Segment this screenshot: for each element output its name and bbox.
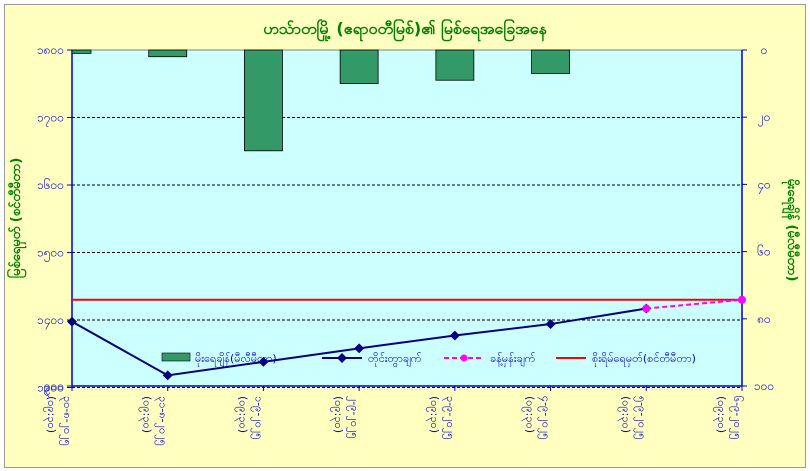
measured-point xyxy=(354,343,365,354)
legend-label-measured: တိုင်းတွာချက် xyxy=(368,352,422,367)
rainfall-bar xyxy=(148,49,188,58)
legend-marker-measured xyxy=(337,353,347,363)
x-tick-label-text: ၁-၉-၂၀၂၅(၀၉:၃၀) xyxy=(234,396,265,440)
right-tick-label: ၆၀ xyxy=(757,244,771,259)
x-tick-label: ၄-၉-၂၀၂၅(၀၉:၃၀) xyxy=(522,396,553,440)
right-tick-label: ၂၀ xyxy=(758,110,771,127)
left-tick-label: ၁၄၀၀ xyxy=(37,313,64,330)
rainfall-bar xyxy=(244,49,283,152)
x-tick-label-text: ၃-၉-၂၀၂၅(၀၉:၃၀) xyxy=(426,396,457,440)
legend-swatch-rainfall xyxy=(161,352,191,362)
x-tick-label: ၃-၉-၂၀၂၅(၀၉:၃၀) xyxy=(426,396,457,440)
legend-label-forecast: ခန့်မှန်းချက် xyxy=(490,352,536,367)
x-tick-label: ၆-၉-၂၀၂၅(၀၉:၃၀) xyxy=(713,396,744,440)
measured-point xyxy=(258,356,269,367)
x-tick-label-text: ၆-၉-၂၀၂၅(၀၉:၃၀) xyxy=(713,396,744,440)
legend-label-rainfall: မိုးရေချိန်(မီလီမီတာ) xyxy=(195,352,277,367)
measured-point xyxy=(545,319,556,329)
left-axis-title: မြစ်ရေမှတ် (စင်တီမီတာ) xyxy=(6,158,27,279)
legend: မိုးရေချိန်(မီလီမီတာ) တိုင်းတွာချက် ခန့်မှ… xyxy=(161,352,696,367)
left-tick-label: ၁၃၀၀ xyxy=(37,381,64,398)
rainfall-bar xyxy=(531,49,570,74)
x-tick-label: ၁-၉-၂၀၂၅(၀၉:၃၀) xyxy=(234,396,265,440)
rainfall-bar xyxy=(435,49,475,81)
x-tick-label: ၂-၉-၂၀၂၅(၀၉:၃၀) xyxy=(330,396,361,439)
left-tick-label: ၁၈၀၀ xyxy=(37,43,64,57)
right-tick-label: ၀ xyxy=(761,43,768,57)
x-tick-label-text: ၅-၉-၂၀၂၅(၀၉:၃၀) xyxy=(617,396,648,440)
rainfall-bar xyxy=(71,49,92,54)
legend-label-warning: စိုးရိမ်ရေမှတ်(စင်တီမီတာ) xyxy=(592,352,696,367)
measured-point xyxy=(162,370,173,381)
x-tick-label: ၃၁-၈-၂၀၂၅(၀၉:၃၀) xyxy=(139,396,170,446)
x-tick-label: ၅-၉-၂၀၂၅(၀၉:၃၀) xyxy=(617,396,648,440)
x-tick-label-text: ၂-၉-၂၀၂၅(၀၉:၃၀) xyxy=(330,396,361,439)
x-tick-label-text: ၃၁-၈-၂၀၂၅(၀၉:၃၀) xyxy=(139,396,170,446)
measured-point xyxy=(449,330,460,341)
x-tick-label-text: ၄-၉-၂၀၂၅(၀၉:၃၀) xyxy=(522,396,553,440)
left-tick-label: ၁၅၀၀ xyxy=(37,246,64,263)
right-axis-title: မိုးရေချိန် (မီလီမီတာ) xyxy=(781,179,801,282)
plot-area xyxy=(71,49,743,387)
right-tick-label: ၈၀ xyxy=(757,312,771,326)
x-tick-label-text: ၃၀-၈-၂၀၂၅(၀၉:၃၀) xyxy=(43,396,74,446)
left-tick-label: ၁၇၀၀ xyxy=(37,111,64,128)
forecast-line xyxy=(646,298,743,310)
forecast-point xyxy=(738,295,746,304)
right-tick-label: ၁၀၀ xyxy=(754,379,774,393)
chart-title: ဟသ်ာတမြို့ (ဧရာဝတီမြစ်)၏ မြစ်ရေအခြေအနေ xyxy=(263,18,547,42)
right-tick-label: ၄၀ xyxy=(757,177,771,194)
legend-marker-forecast xyxy=(460,354,468,362)
x-tick-label: ၃၀-၈-၂၀၂၅(၀၉:၃၀) xyxy=(43,396,74,446)
left-tick-label: ၉၀၀ xyxy=(44,379,64,396)
forecast-point xyxy=(642,304,651,313)
left-tick-label: ၁၆၀၀ xyxy=(37,177,64,192)
rainfall-bar xyxy=(339,49,379,84)
